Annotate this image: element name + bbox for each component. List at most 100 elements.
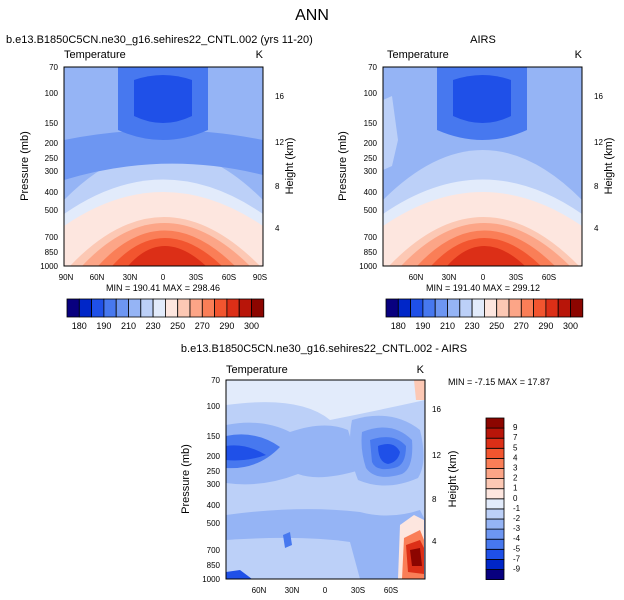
- contour-band: [134, 75, 192, 123]
- colorbar-box: [533, 298, 547, 318]
- panel-obs-contours: [383, 67, 582, 266]
- ytick-label: 1000: [40, 262, 58, 271]
- contour-band: [378, 444, 400, 464]
- panel-model-field-label: Temperature: [64, 49, 126, 61]
- ytick-label: 300: [45, 167, 59, 176]
- colorbar-box: [483, 298, 498, 318]
- colorbar-label: 3: [513, 464, 518, 473]
- colorbar-label: 180: [391, 321, 406, 331]
- xtick-label: 0: [323, 586, 328, 595]
- panel-obs-yticks: 70 100 150 200 250 300 400 500 700 850 1…: [359, 63, 377, 271]
- colorbar-label: -5: [513, 544, 521, 553]
- xtick-label: 0: [161, 273, 166, 282]
- colorbar-label: 210: [121, 321, 136, 331]
- colorbar-box: [78, 298, 93, 318]
- ytick-label: 300: [207, 480, 221, 489]
- colorbar-box: [520, 298, 534, 318]
- colorbar-label: 270: [195, 321, 210, 331]
- colorbar-box: [115, 298, 129, 318]
- ytick-label: 1000: [359, 262, 377, 271]
- xtick-label: 90N: [59, 273, 74, 282]
- colorbar-box: [471, 298, 485, 318]
- xtick-label: 60S: [542, 273, 556, 282]
- panel-model-right-ticks: 16 12 8 4: [275, 92, 284, 233]
- ytick-label: 850: [364, 248, 378, 257]
- ytick-label: 700: [364, 233, 378, 242]
- xtick-label: 60N: [409, 273, 424, 282]
- colorbar-label: 180: [72, 321, 87, 331]
- contour-band: [128, 246, 206, 266]
- right-tick-label: 12: [594, 138, 603, 147]
- colorbar-label: -1: [513, 504, 521, 513]
- ytick-label: 70: [368, 63, 377, 72]
- ytick-label: 500: [207, 519, 221, 528]
- colorbar-label: 190: [96, 321, 111, 331]
- ytick-label: 250: [45, 154, 59, 163]
- colorbar-label: 4: [513, 453, 518, 462]
- ytick-label: 400: [364, 188, 378, 197]
- colorbar-diff-boxes: [485, 417, 505, 581]
- colorbar-box: [434, 298, 448, 318]
- colorbar-box: [485, 468, 505, 480]
- panel-model-title: b.e13.B1850C5CN.ne30_g16.sehires22_CNTL.…: [6, 34, 313, 46]
- colorbar-box: [508, 298, 522, 318]
- right-tick-label: 16: [275, 92, 284, 101]
- colorbar-box: [485, 569, 505, 581]
- ytick-label: 70: [211, 376, 220, 385]
- colorbar-box: [422, 298, 436, 318]
- colorbar-box: [152, 298, 166, 318]
- xtick-label: 60S: [384, 586, 398, 595]
- panel-diff-units: K: [417, 364, 425, 376]
- colorbar-label: -9: [513, 565, 521, 574]
- colorbar-box: [397, 298, 411, 318]
- ytick-label: 500: [364, 206, 378, 215]
- ytick-label: 300: [364, 167, 378, 176]
- panel-diff-contours: [226, 380, 425, 579]
- ytick-label: 200: [45, 139, 59, 148]
- contour-band: [283, 532, 292, 548]
- panel-model-contours: [64, 67, 263, 266]
- ytick-label: 150: [364, 119, 378, 128]
- right-tick-label: 16: [432, 405, 441, 414]
- colorbar-box: [385, 298, 399, 318]
- colorbar-box: [485, 478, 505, 490]
- colorbar-box: [459, 298, 473, 318]
- right-tick-label: 8: [594, 182, 599, 191]
- panel-diff-field-label: Temperature: [226, 364, 288, 376]
- colorbar-box: [447, 298, 461, 318]
- colorbar-box: [140, 298, 154, 318]
- colorbar-model-boxes: [66, 298, 265, 318]
- panel-obs-units: K: [575, 49, 583, 61]
- figure-title: ANN: [295, 7, 329, 24]
- panel-diff-title: b.e13.B1850C5CN.ne30_g16.sehires22_CNTL.…: [181, 343, 467, 355]
- colorbar-box: [164, 298, 179, 318]
- ytick-label: 850: [207, 561, 221, 570]
- colorbar-box: [485, 559, 505, 570]
- colorbar-label: 230: [146, 321, 161, 331]
- ytick-label: 400: [45, 188, 59, 197]
- colorbar-box: [485, 528, 505, 540]
- colorbar-model-labels: 180 190 210 230 250 270 290 300: [72, 321, 259, 331]
- right-tick-label: 4: [432, 537, 437, 546]
- colorbar-label: 0: [513, 494, 518, 503]
- xtick-label: 60N: [252, 586, 267, 595]
- colorbar-label: 230: [465, 321, 480, 331]
- xtick-label: 60S: [222, 273, 236, 282]
- right-tick-label: 16: [594, 92, 603, 101]
- colorbar-box: [485, 437, 505, 449]
- panel-model: b.e13.B1850C5CN.ne30_g16.sehires22_CNTL.…: [6, 34, 313, 293]
- colorbar-label: -4: [513, 534, 521, 543]
- contour-band: [226, 445, 266, 461]
- colorbar-box: [485, 548, 505, 560]
- colorbar-box: [103, 298, 117, 318]
- contour-band: [453, 75, 511, 123]
- panel-diff-frame: [225, 379, 426, 580]
- colorbar-label: 9: [513, 423, 518, 432]
- contour-band: [226, 380, 425, 420]
- ytick-label: 1000: [202, 575, 220, 584]
- colorbar-obs: 180 190 210 230 250 270 290 300: [385, 298, 584, 331]
- panel-diff-right-ticks: 16 12 8 4: [432, 405, 441, 546]
- colorbar-box: [496, 298, 510, 318]
- colorbar-label: 2: [513, 474, 518, 483]
